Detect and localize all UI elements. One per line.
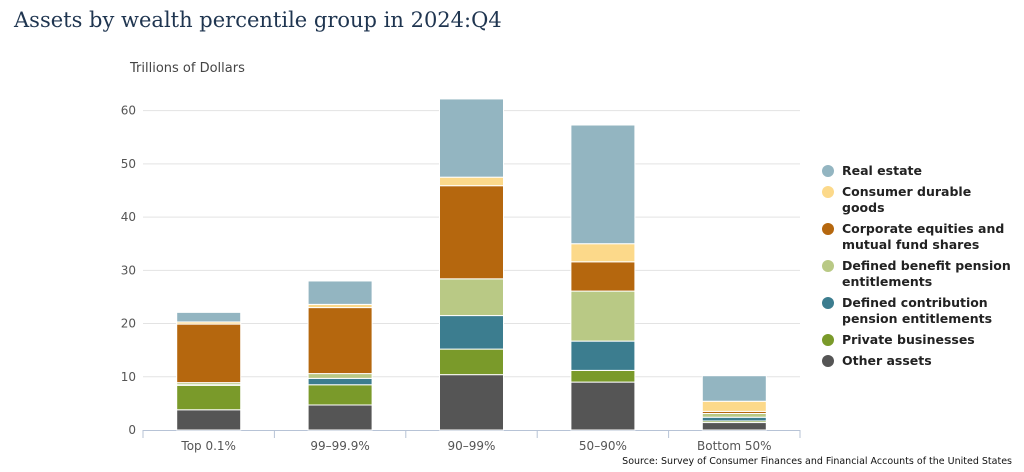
legend-item[interactable]: Other assets xyxy=(822,353,1018,369)
x-tick-label: 50–90% xyxy=(579,439,627,453)
bar-segment[interactable] xyxy=(307,384,373,406)
bar-segment[interactable] xyxy=(307,377,373,386)
legend-swatch-icon xyxy=(822,355,834,367)
legend-swatch-icon xyxy=(822,334,834,346)
axes: Trillions of Dollars 0 10 20 30 40 50 60 Top 0.1… xyxy=(121,61,801,453)
bar-segment[interactable] xyxy=(701,416,767,422)
bar-segment[interactable] xyxy=(439,176,504,187)
bars xyxy=(176,98,767,431)
source-note: Source: Survey of Consumer Finances and … xyxy=(622,456,1012,467)
bar-segment[interactable] xyxy=(307,280,373,305)
y-tick-label: 10 xyxy=(121,370,136,384)
legend-label: Real estate xyxy=(842,163,922,178)
bar-segment[interactable] xyxy=(176,311,242,323)
legend-label: Consumer durable goods xyxy=(842,184,972,215)
bar-segment[interactable] xyxy=(439,98,504,178)
legend-label: Corporate equities and mutual fund share… xyxy=(842,221,1005,252)
bar-segment[interactable] xyxy=(570,290,636,342)
bar-segment[interactable] xyxy=(439,374,504,431)
bar-segment[interactable] xyxy=(176,384,242,411)
bar-segment[interactable] xyxy=(570,369,636,383)
bar-segment[interactable] xyxy=(307,404,373,431)
y-tick-label: 20 xyxy=(121,317,136,331)
bar-segment[interactable] xyxy=(701,422,767,431)
x-tick-label: Top 0.1% xyxy=(180,439,236,453)
chart-title: Assets by wealth percentile group in 202… xyxy=(14,8,502,32)
legend-label: Other assets xyxy=(842,353,932,368)
bar-segment[interactable] xyxy=(176,323,242,384)
legend-label: Defined benefit pension entitlements xyxy=(842,258,1011,289)
y-tick-label: 50 xyxy=(121,157,136,171)
bar-segment[interactable] xyxy=(701,400,767,412)
legend-label: Private businesses xyxy=(842,332,975,347)
legend-item[interactable]: Corporate equities and mutual fund share… xyxy=(822,221,1018,253)
legend-item[interactable]: Defined benefit pension entitlements xyxy=(822,258,1018,290)
legend-item[interactable]: Real estate xyxy=(822,163,1018,179)
bar-segment[interactable] xyxy=(701,375,767,402)
bar-segment[interactable] xyxy=(439,278,504,317)
legend-swatch-icon xyxy=(822,186,834,198)
bar-segment[interactable] xyxy=(307,373,373,379)
bar-segment[interactable] xyxy=(570,340,636,371)
legend-item[interactable]: Defined contribution pension entitlement… xyxy=(822,295,1018,327)
bar-segment[interactable] xyxy=(701,413,767,418)
bar-segment[interactable] xyxy=(570,124,636,245)
legend-label: Defined contribution pension entitlement… xyxy=(842,295,993,326)
legend-item[interactable]: Private businesses xyxy=(822,332,1018,348)
bar-segment[interactable] xyxy=(570,381,636,431)
legend-swatch-icon xyxy=(822,165,834,177)
legend-item[interactable]: Consumer durable goods xyxy=(822,184,1018,216)
y-axis-label: Trillions of Dollars xyxy=(129,61,245,76)
bar-segment[interactable] xyxy=(439,185,504,280)
bar-segment[interactable] xyxy=(439,348,504,376)
y-tick-label: 0 xyxy=(128,423,136,437)
x-tick-label: Bottom 50% xyxy=(697,439,772,453)
bar-segment[interactable] xyxy=(570,261,636,292)
chart-legend: Real estate Consumer durable goods Corpora… xyxy=(822,163,1018,374)
legend-swatch-icon xyxy=(822,223,834,235)
x-tick-label: 99–99.9% xyxy=(310,439,369,453)
bar-segment[interactable] xyxy=(570,243,636,263)
y-tick-label: 40 xyxy=(121,210,136,224)
x-tick-label: 90–99% xyxy=(448,439,496,453)
y-tick-label: 60 xyxy=(121,104,136,118)
bar-segment[interactable] xyxy=(439,315,504,350)
legend-swatch-icon xyxy=(822,260,834,272)
legend-swatch-icon xyxy=(822,297,834,309)
y-tick-label: 30 xyxy=(121,263,136,277)
bar-segment[interactable] xyxy=(307,307,373,375)
bar-segment[interactable] xyxy=(176,409,242,431)
